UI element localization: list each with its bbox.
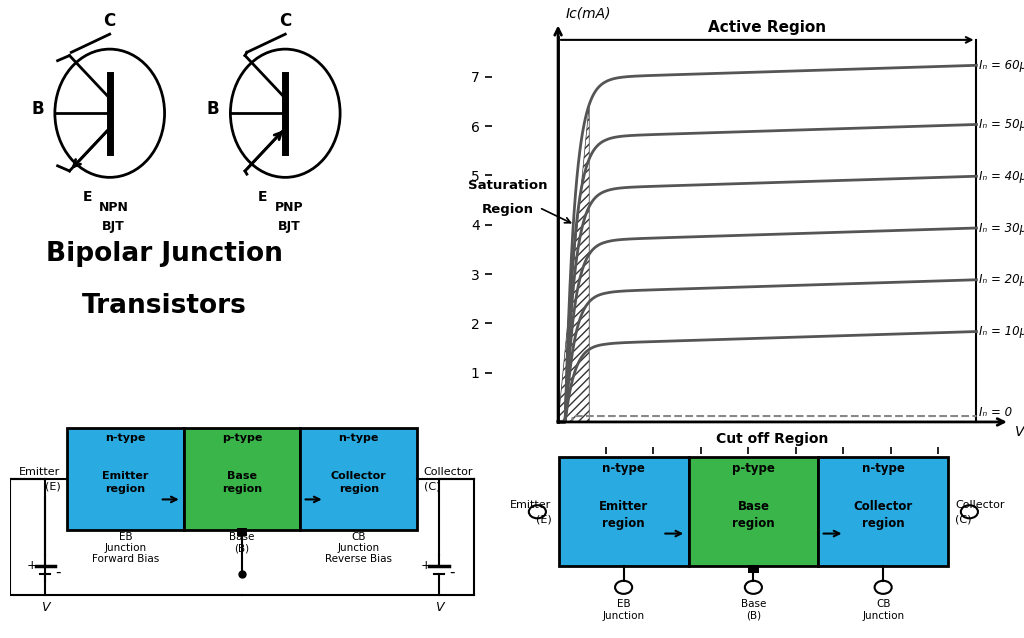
Bar: [237, 528, 248, 537]
Text: Collector
region: Collector region: [331, 471, 387, 494]
Text: Iₙ = 60μA: Iₙ = 60μA: [979, 59, 1024, 72]
Bar: [68, 428, 183, 530]
Text: VI Characteristics of BJT: VI Characteristics of BJT: [650, 469, 894, 487]
Text: BJT: BJT: [278, 220, 300, 233]
Text: p-type: p-type: [222, 433, 262, 443]
Text: V: V: [435, 601, 443, 614]
Text: Base
region: Base region: [222, 471, 262, 494]
Text: Iₙ = 50μA: Iₙ = 50μA: [979, 118, 1024, 131]
Text: Ic(mA): Ic(mA): [565, 6, 610, 20]
Text: B: B: [207, 100, 219, 118]
Text: Base
(B): Base (B): [740, 599, 766, 621]
Text: EB
Junction: EB Junction: [104, 531, 146, 553]
Text: -: -: [55, 565, 61, 579]
Text: Base
region: Base region: [732, 500, 775, 530]
Text: Iₙ = 20μA: Iₙ = 20μA: [979, 273, 1024, 286]
Bar: [183, 428, 300, 530]
Text: Region: Region: [482, 204, 535, 216]
Text: E: E: [82, 190, 92, 204]
Text: VCE(V): VCE(V): [1015, 424, 1024, 438]
Text: Emitter: Emitter: [19, 467, 60, 477]
Text: (E): (E): [45, 481, 60, 491]
Text: C: C: [280, 12, 292, 30]
Text: NPN: NPN: [98, 201, 128, 214]
Text: Reverse Bias: Reverse Bias: [326, 554, 392, 563]
Text: PNP: PNP: [274, 201, 303, 214]
Text: n-type: n-type: [339, 433, 379, 443]
Text: Emitter: Emitter: [510, 500, 552, 510]
Text: p-type: p-type: [732, 462, 775, 475]
Text: -: -: [450, 565, 455, 579]
Text: Bipolar Junction: Bipolar Junction: [46, 241, 283, 267]
Text: B: B: [32, 100, 44, 118]
Text: E: E: [258, 190, 267, 204]
Bar: [818, 457, 948, 567]
Bar: [748, 565, 759, 573]
Text: Iₙ = 10μA: Iₙ = 10μA: [979, 325, 1024, 338]
Text: EB
Junction: EB Junction: [602, 599, 645, 621]
Text: +: +: [421, 559, 431, 572]
Text: C: C: [103, 12, 116, 30]
Text: Iₙ = 40μA: Iₙ = 40μA: [979, 170, 1024, 182]
Bar: [300, 428, 417, 530]
Text: n-type: n-type: [105, 433, 145, 443]
Text: Saturation: Saturation: [468, 179, 548, 192]
Text: Collector: Collector: [955, 500, 1005, 510]
Text: +: +: [27, 559, 38, 572]
Text: n-type: n-type: [862, 462, 904, 475]
Text: Collector
region: Collector region: [854, 500, 912, 530]
Text: Emitter
region: Emitter region: [102, 471, 148, 494]
Text: V: V: [41, 601, 49, 614]
Text: (E): (E): [536, 514, 552, 524]
Text: (C): (C): [424, 481, 440, 491]
Text: Forward Bias: Forward Bias: [92, 554, 159, 563]
Text: CB
Junction: CB Junction: [338, 531, 380, 553]
Text: Iₙ = 0: Iₙ = 0: [979, 406, 1012, 419]
Text: n-type: n-type: [602, 462, 645, 475]
Text: (C): (C): [955, 514, 972, 524]
Bar: [559, 457, 688, 567]
Text: Active Region: Active Region: [709, 20, 826, 35]
Text: Transistors: Transistors: [82, 293, 247, 318]
Text: Base
(B): Base (B): [229, 531, 255, 553]
Bar: [688, 457, 818, 567]
Text: CB
Junction: CB Junction: [862, 599, 904, 621]
Text: BJT: BJT: [102, 220, 125, 233]
Text: Iₙ = 30μA: Iₙ = 30μA: [979, 221, 1024, 235]
Text: Emitter
region: Emitter region: [599, 500, 648, 530]
Text: Collector: Collector: [424, 467, 473, 477]
Text: Cut off Region: Cut off Region: [716, 432, 828, 446]
